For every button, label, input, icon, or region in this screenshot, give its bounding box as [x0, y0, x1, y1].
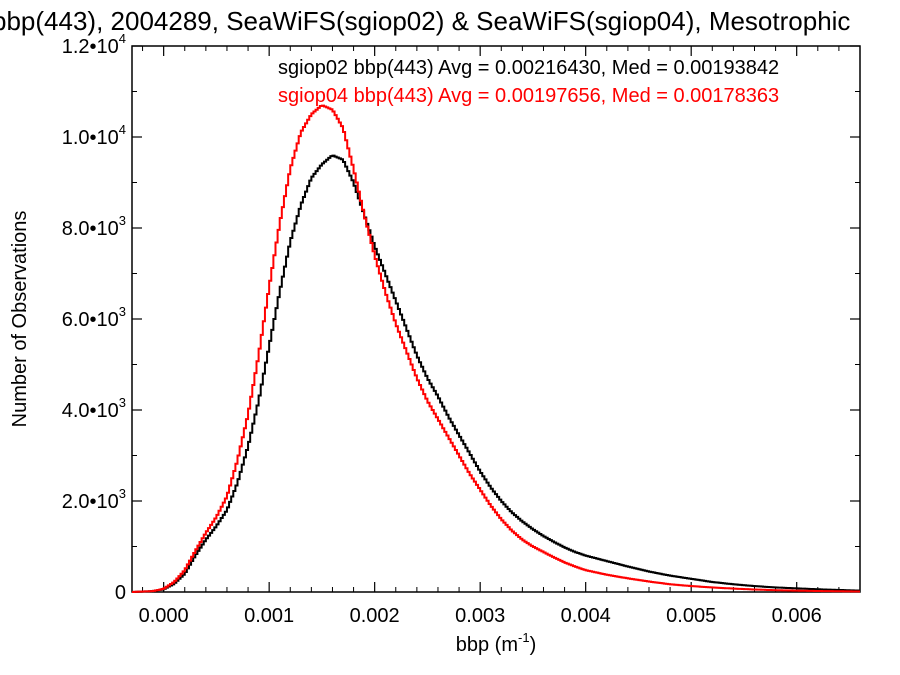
- series-layer: [132, 104, 860, 593]
- y-tick-label-3: 6.0•103: [62, 304, 126, 331]
- x-tick-label-2: 0.002: [350, 605, 400, 627]
- legend: sgiop02 bbp(443) Avg = 0.00216430, Med =…: [278, 57, 779, 107]
- x-tick-label-6: 0.006: [772, 605, 822, 627]
- x-axis-label-close: ): [530, 634, 537, 656]
- y-axis-label: Number of Observations: [9, 211, 31, 428]
- chart-title: bbp(443), 2004289, SeaWiFS(sgiop02) & Se…: [0, 6, 850, 36]
- y-tick-label-6: 1.2•104: [62, 31, 126, 58]
- x-axis-label-main: bbp (m: [456, 634, 518, 656]
- x-axis-ticks: 0.000 0.001 0.002 0.003 0.004 0.005 0.006: [139, 46, 861, 627]
- y-tick-label-0: 0: [115, 582, 126, 604]
- x-axis-label-superscript: -1: [518, 630, 530, 645]
- x-tick-label-0: 0.000: [139, 605, 189, 627]
- y-tick-label-4: 8.0•103: [62, 213, 126, 240]
- x-axis-label: bbp (m-1): [456, 630, 536, 656]
- x-tick-label-3: 0.003: [455, 605, 505, 627]
- series-line-sgiop04: [132, 104, 860, 593]
- x-tick-label-1: 0.001: [244, 605, 294, 627]
- legend-entry-sgiop02: sgiop02 bbp(443) Avg = 0.00216430, Med =…: [278, 57, 779, 79]
- y-tick-label-2: 4.0•103: [62, 395, 126, 422]
- y-axis-ticks: 0 2.0•103 4.0•103 6.0•103 8.0•103 1.0•104 1.2•…: [62, 31, 860, 604]
- y-tick-label-1: 2.0•103: [62, 486, 126, 513]
- series-line-sgiop02: [132, 154, 860, 593]
- x-tick-label-5: 0.005: [666, 605, 716, 627]
- plot-frame: [131, 45, 861, 593]
- legend-entry-sgiop04: sgiop04 bbp(443) Avg = 0.00197656, Med =…: [278, 85, 779, 107]
- y-tick-label-5: 1.0•104: [62, 122, 126, 149]
- x-tick-label-4: 0.004: [561, 605, 611, 627]
